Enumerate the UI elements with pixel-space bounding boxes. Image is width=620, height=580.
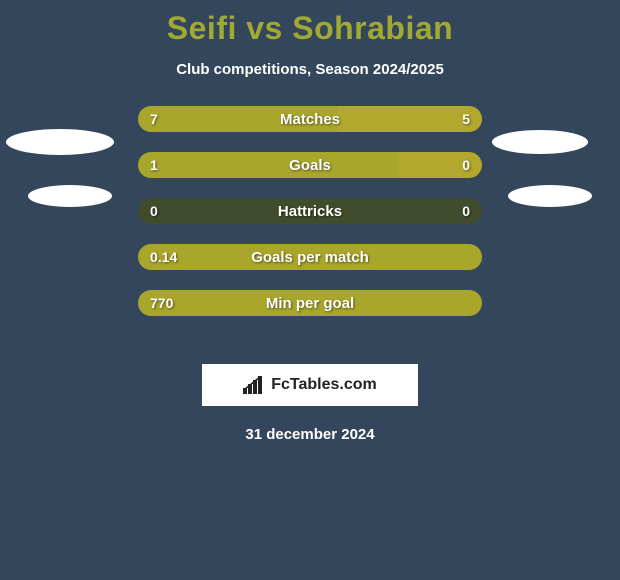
right-player-oval xyxy=(508,185,592,207)
page-subtitle: Club competitions, Season 2024/2025 xyxy=(0,61,620,78)
stat-bars: Matches75 Goals10 Hattricks0 0 Goals per mat… xyxy=(138,106,482,336)
footer-date: 31 december 2024 xyxy=(0,426,620,443)
stat-row: Goals10 xyxy=(138,152,482,178)
stat-label: Hattricks xyxy=(138,198,482,224)
stat-bar-right xyxy=(338,106,482,132)
stat-bar-left xyxy=(138,290,482,316)
stat-value-left: 0 xyxy=(150,198,158,224)
stat-bar-left xyxy=(138,152,399,178)
chart-icon xyxy=(243,376,265,394)
stat-row: Min per goal770 xyxy=(138,290,482,316)
source-badge-text: FcTables.com xyxy=(271,376,377,394)
stat-bar-right xyxy=(399,152,482,178)
stat-row: Goals per match0.14 xyxy=(138,244,482,270)
stat-value-right: 0 xyxy=(462,198,470,224)
comparison-stage: Matches75 Goals10 Hattricks0 0 Goals per mat… xyxy=(0,106,620,346)
left-player-oval xyxy=(28,185,112,207)
right-player-oval xyxy=(492,130,588,154)
source-badge: FcTables.com xyxy=(202,364,418,406)
stat-row: Matches75 xyxy=(138,106,482,132)
page-title: Seifi vs Sohrabian xyxy=(0,0,620,47)
left-player-oval xyxy=(6,129,114,155)
stat-bar-left xyxy=(138,106,338,132)
stat-row: Hattricks0 0 xyxy=(138,198,482,224)
stat-bar-left xyxy=(138,244,482,270)
